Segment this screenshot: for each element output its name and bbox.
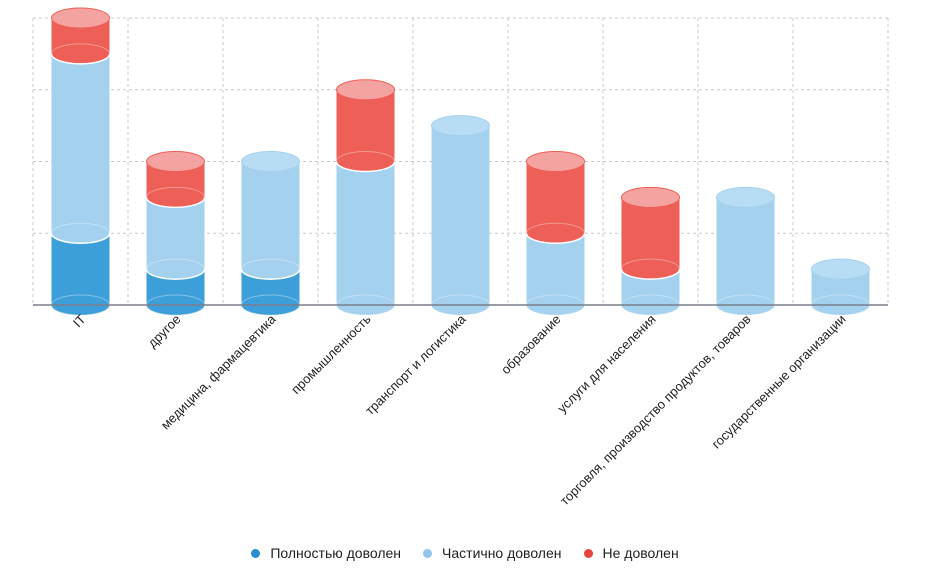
bar-segment-partially-satisfied[interactable] <box>146 197 205 280</box>
segment-seam <box>145 268 206 280</box>
cylinder-top <box>526 151 585 172</box>
x-tick-label-5: транспорт и логистика <box>362 311 469 418</box>
cylinder-body <box>336 89 395 172</box>
cylinder-body <box>526 161 585 244</box>
legend-item-not-satisfied[interactable]: Не доволен <box>583 545 679 561</box>
bar-segment-partially-satisfied[interactable] <box>526 233 585 316</box>
cylinder-body <box>146 197 205 280</box>
segment-seam <box>50 233 111 244</box>
bar-segment-fully-satisfied[interactable] <box>51 233 110 316</box>
legend-dot-not-satisfied <box>583 548 593 558</box>
cylinder-body <box>241 161 300 280</box>
legend-label-fully-satisfied: Полностью доволен <box>270 545 402 561</box>
cylinder-top <box>51 7 110 29</box>
x-tick-label-6: образование <box>498 312 564 378</box>
x-tick-label-4: промышленность <box>288 311 374 397</box>
bar-1[interactable] <box>50 7 111 316</box>
cylinder-top <box>716 186 775 208</box>
cylinder-body <box>621 197 680 280</box>
cylinder-body <box>431 125 490 315</box>
bar-7[interactable] <box>620 186 681 316</box>
bar-6[interactable] <box>525 151 586 316</box>
x-tick-label-7: услуги для населения <box>554 312 658 416</box>
legend-dot-fully-satisfied <box>251 548 261 558</box>
bar-segment-not-satisfied[interactable] <box>526 161 585 244</box>
cylinder-body <box>716 197 775 315</box>
cylinder-top <box>811 258 870 280</box>
legend: Полностью доволен Частично доволен Не до… <box>0 541 930 565</box>
legend-item-fully-satisfied[interactable]: Полностью доволен <box>251 545 401 561</box>
segment-seam <box>620 268 681 280</box>
bar-5[interactable] <box>431 115 490 316</box>
cylinder-body <box>51 53 110 244</box>
bar-9[interactable] <box>811 258 870 316</box>
bar-8[interactable] <box>716 186 775 316</box>
bar-segment-partially-satisfied[interactable] <box>716 197 775 316</box>
legend-dot-partially-satisfied <box>423 548 433 558</box>
segment-seam <box>525 233 586 244</box>
cylinder-body <box>51 233 110 315</box>
bar-segment-partially-satisfied[interactable] <box>241 161 300 280</box>
cylinder-top <box>241 151 300 172</box>
cylinder-top <box>621 186 680 208</box>
legend-label-not-satisfied: Не доволен <box>602 545 679 561</box>
segment-seam <box>50 53 111 65</box>
cylinder-top <box>431 115 490 137</box>
bar-segment-partially-satisfied[interactable] <box>621 269 680 316</box>
x-tick-label-2: другое <box>145 312 184 351</box>
x-tick-label-8: торговля, производство продуктов, товаро… <box>557 311 754 508</box>
cylinder-top <box>146 151 205 172</box>
bar-segment-not-satisfied[interactable] <box>336 89 395 172</box>
segment-seam <box>240 268 301 280</box>
bars <box>50 7 870 316</box>
bar-2[interactable] <box>145 151 206 316</box>
cylinder-top <box>336 79 395 101</box>
legend-item-partially-satisfied[interactable]: Частично доволен <box>423 545 562 561</box>
segment-seam <box>335 161 396 173</box>
legend-label-partially-satisfied: Частично доволен <box>442 545 562 561</box>
bar-4[interactable] <box>335 79 396 316</box>
cylinder-body <box>526 233 585 315</box>
segment-seam <box>145 197 206 209</box>
bar-segment-partially-satisfied[interactable] <box>51 53 110 244</box>
bar-3[interactable] <box>240 151 301 316</box>
bar-segment-not-satisfied[interactable] <box>621 197 680 280</box>
bar-segment-partially-satisfied[interactable] <box>431 125 490 316</box>
cylinder-body <box>336 161 395 315</box>
bar-segment-partially-satisfied[interactable] <box>336 161 395 316</box>
